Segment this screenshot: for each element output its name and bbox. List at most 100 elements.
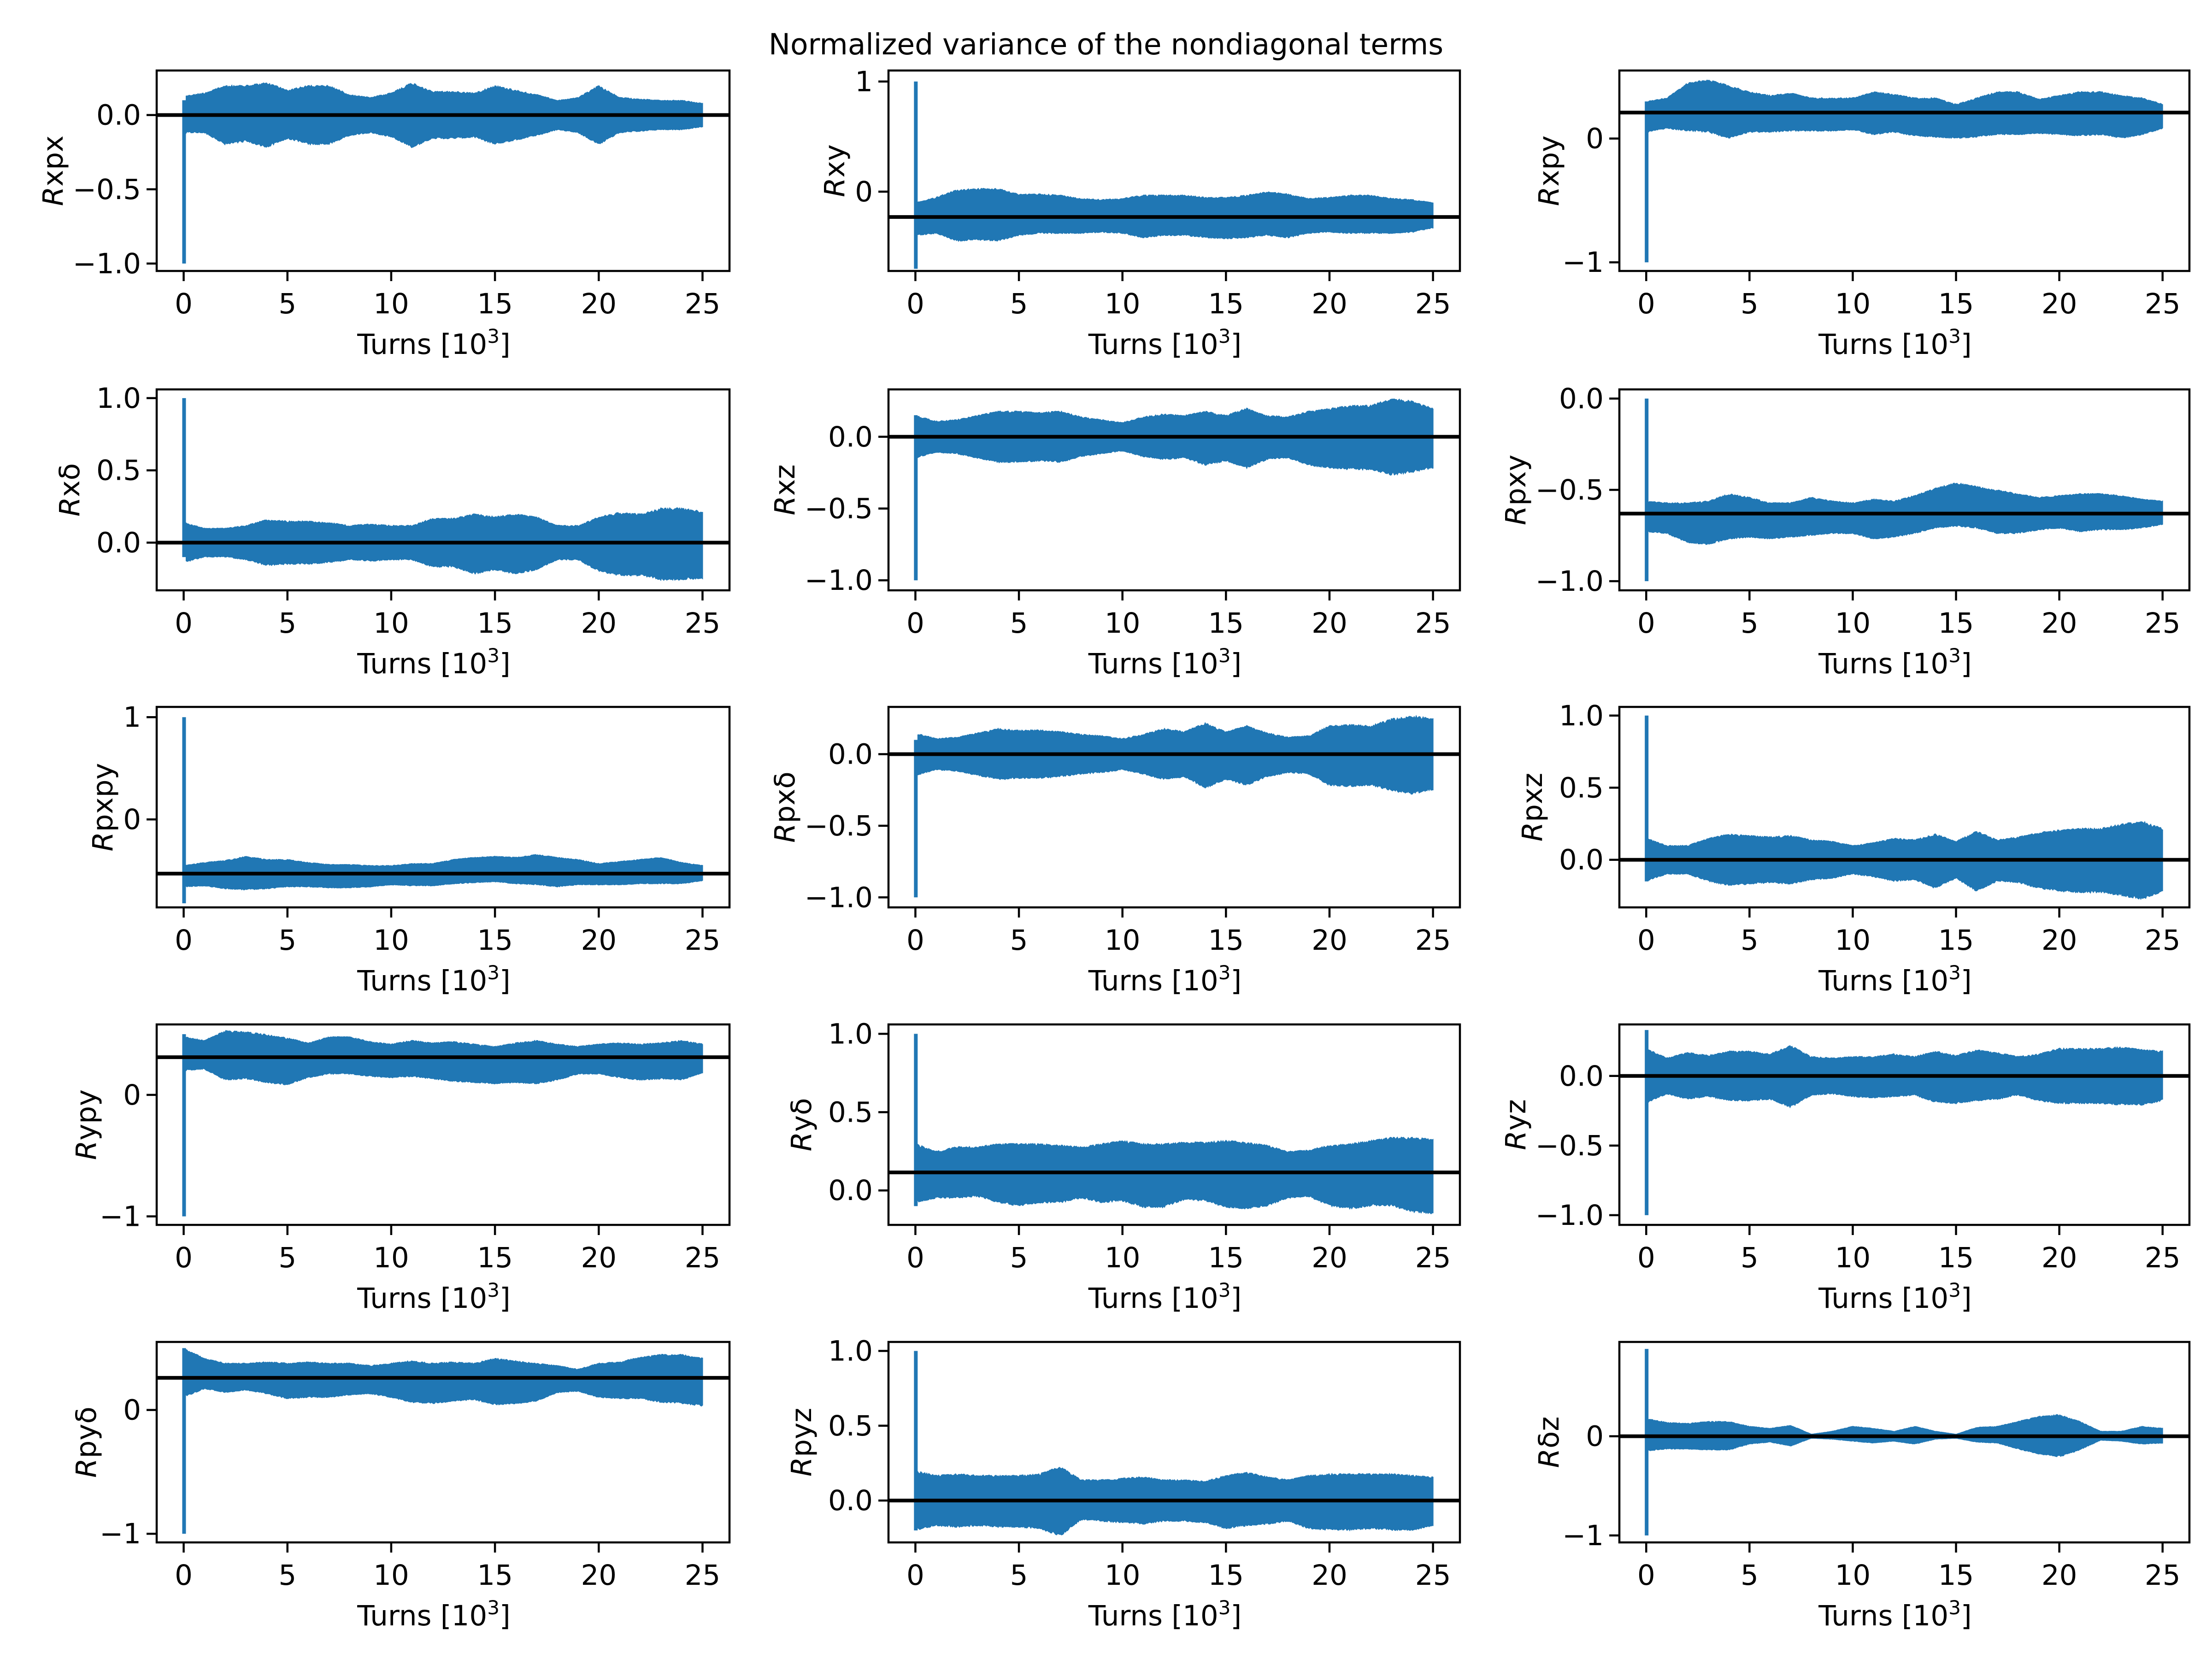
axes-frame bbox=[1618, 69, 2191, 272]
subplot-Rδz: 0 5 10 15 20 25 −1 0 Turns [103] Rδz bbox=[1533, 1341, 2191, 1632]
y-axis-label: Rxpy bbox=[1533, 135, 1565, 206]
axes-frame bbox=[1618, 388, 2191, 592]
x-tick-label: 5 bbox=[278, 1559, 296, 1592]
x-tick-label: 0 bbox=[906, 1559, 924, 1592]
x-tick-label: 0 bbox=[906, 924, 924, 957]
y-axis-label: Ryz bbox=[1500, 1099, 1532, 1150]
x-tick-label: 0 bbox=[1637, 607, 1655, 640]
y-axis-label: Rxpx bbox=[37, 135, 70, 206]
subplot-Rxpx: 0 5 10 15 20 25 −1.0 −0.5 0.0 Turns [103] Rxpx bbox=[37, 69, 731, 361]
axes-frame bbox=[1618, 1341, 2191, 1544]
y-tick-label: −1.0 bbox=[805, 564, 873, 597]
axes-frame bbox=[887, 1023, 1461, 1226]
axes-frame bbox=[887, 706, 1461, 909]
subplot-Rxz: 0 5 10 15 20 25 −1.0 −0.5 0.0 Turns [103] Rxz bbox=[769, 388, 1461, 680]
y-tick-label: 0.5 bbox=[828, 1410, 873, 1442]
x-axis-label: Turns [103] bbox=[1818, 961, 1971, 997]
x-tick-label: 15 bbox=[1938, 1241, 1974, 1274]
x-tick-label: 15 bbox=[477, 607, 513, 640]
x-axis-label: Turns [103] bbox=[1818, 1596, 1971, 1632]
x-tick-label: 15 bbox=[1208, 607, 1244, 640]
y-tick-label: −1 bbox=[1562, 1519, 1604, 1552]
x-tick-label: 20 bbox=[581, 1559, 617, 1592]
y-tick-label: −1.0 bbox=[805, 881, 873, 914]
subplot-Rypy: 0 5 10 15 20 25 −1 0 Turns [103] Rypy bbox=[70, 1023, 731, 1315]
axes-frame bbox=[155, 1023, 731, 1226]
y-axis-label: Rpxz bbox=[1516, 773, 1549, 841]
y-tick-label: 0.0 bbox=[828, 738, 873, 771]
y-tick-label: 1.0 bbox=[1559, 700, 1604, 732]
y-axis-label: Rδz bbox=[1533, 1417, 1565, 1468]
y-tick-label: 1.0 bbox=[828, 1018, 873, 1050]
y-axis-label: Rypy bbox=[70, 1089, 103, 1160]
x-tick-label: 15 bbox=[1938, 1559, 1974, 1592]
y-tick-label: 0 bbox=[1586, 123, 1604, 155]
subplot-Ryz: 0 5 10 15 20 25 −1.0 −0.5 0.0 Turns [103] Ryz bbox=[1500, 1023, 2191, 1315]
x-axis-label: Turns [103] bbox=[1088, 1279, 1241, 1315]
y-axis-label: Ryδ bbox=[785, 1098, 818, 1152]
x-tick-label: 0 bbox=[906, 288, 924, 320]
x-tick-label: 5 bbox=[1741, 1241, 1759, 1274]
y-axis-label: Rpyδ bbox=[70, 1406, 103, 1478]
x-axis-label: Turns [103] bbox=[1818, 325, 1971, 361]
subplot-Rpxδ: 0 5 10 15 20 25 −1.0 −0.5 0.0 Turns [103] Rpxδ bbox=[769, 706, 1461, 997]
x-tick-label: 5 bbox=[278, 288, 296, 320]
x-tick-label: 5 bbox=[1010, 924, 1028, 957]
x-tick-label: 5 bbox=[1010, 1241, 1028, 1274]
x-tick-label: 20 bbox=[2041, 288, 2077, 320]
x-tick-label: 10 bbox=[1835, 288, 1871, 320]
x-tick-label: 25 bbox=[2145, 288, 2181, 320]
y-tick-label: 0.5 bbox=[828, 1096, 873, 1129]
x-tick-label: 25 bbox=[685, 1241, 721, 1274]
x-tick-label: 25 bbox=[2145, 1559, 2181, 1592]
x-tick-label: 5 bbox=[1010, 607, 1028, 640]
x-tick-label: 25 bbox=[685, 1559, 721, 1592]
x-tick-label: 10 bbox=[1105, 1241, 1141, 1274]
x-axis-label: Turns [103] bbox=[357, 325, 510, 361]
x-tick-label: 10 bbox=[373, 1241, 409, 1274]
axes-frame bbox=[155, 1341, 731, 1544]
y-tick-label: −1.0 bbox=[1535, 565, 1604, 598]
x-tick-label: 15 bbox=[1938, 924, 1974, 957]
y-tick-label: 0.0 bbox=[1559, 844, 1604, 877]
x-tick-label: 20 bbox=[2041, 607, 2077, 640]
x-axis-label: Turns [103] bbox=[1088, 1596, 1241, 1632]
x-tick-label: 5 bbox=[278, 1241, 296, 1274]
x-tick-label: 25 bbox=[685, 607, 721, 640]
subplot-Rxpy: 0 5 10 15 20 25 −1 0 Turns [103] Rxpy bbox=[1533, 69, 2191, 361]
x-tick-label: 20 bbox=[581, 924, 617, 957]
subplot-Rpyz: 0 5 10 15 20 25 0.0 0.5 1.0 Turns [103] Rpyz bbox=[785, 1335, 1461, 1632]
y-tick-label: 0.0 bbox=[96, 99, 141, 132]
y-tick-label: −0.5 bbox=[73, 173, 141, 206]
x-tick-label: 20 bbox=[581, 288, 617, 320]
axes-frame bbox=[887, 388, 1461, 592]
y-tick-label: 0 bbox=[1586, 1420, 1604, 1453]
x-tick-label: 5 bbox=[278, 607, 296, 640]
x-tick-label: 10 bbox=[373, 1559, 409, 1592]
y-axis-label: Rpxpy bbox=[87, 763, 119, 851]
x-tick-label: 0 bbox=[1637, 924, 1655, 957]
x-tick-label: 25 bbox=[1415, 288, 1451, 320]
x-axis-label: Turns [103] bbox=[1088, 961, 1241, 997]
x-tick-label: 10 bbox=[373, 288, 409, 320]
axes-frame bbox=[887, 1341, 1461, 1544]
x-tick-label: 25 bbox=[1415, 607, 1451, 640]
x-tick-label: 15 bbox=[1938, 288, 1974, 320]
x-tick-label: 10 bbox=[1105, 288, 1141, 320]
x-tick-label: 10 bbox=[1105, 1559, 1141, 1592]
axes-frame bbox=[887, 69, 1461, 272]
x-tick-label: 15 bbox=[1208, 1559, 1244, 1592]
x-tick-label: 0 bbox=[1637, 1241, 1655, 1274]
x-tick-label: 20 bbox=[1312, 288, 1347, 320]
y-tick-label: 0 bbox=[855, 176, 873, 208]
x-tick-label: 10 bbox=[1105, 607, 1141, 640]
x-tick-label: 0 bbox=[175, 607, 193, 640]
x-axis-label: Turns [103] bbox=[357, 644, 510, 680]
x-axis-label: Turns [103] bbox=[357, 1279, 510, 1315]
y-tick-label: −0.5 bbox=[1535, 1130, 1604, 1162]
axes-frame bbox=[155, 69, 731, 272]
y-axis-label: Rxz bbox=[769, 465, 801, 516]
subplot-Rpxy: 0 5 10 15 20 25 −1.0 −0.5 0.0 Turns [103] Rpxy bbox=[1500, 382, 2191, 680]
x-axis-label: Turns [103] bbox=[357, 961, 510, 997]
